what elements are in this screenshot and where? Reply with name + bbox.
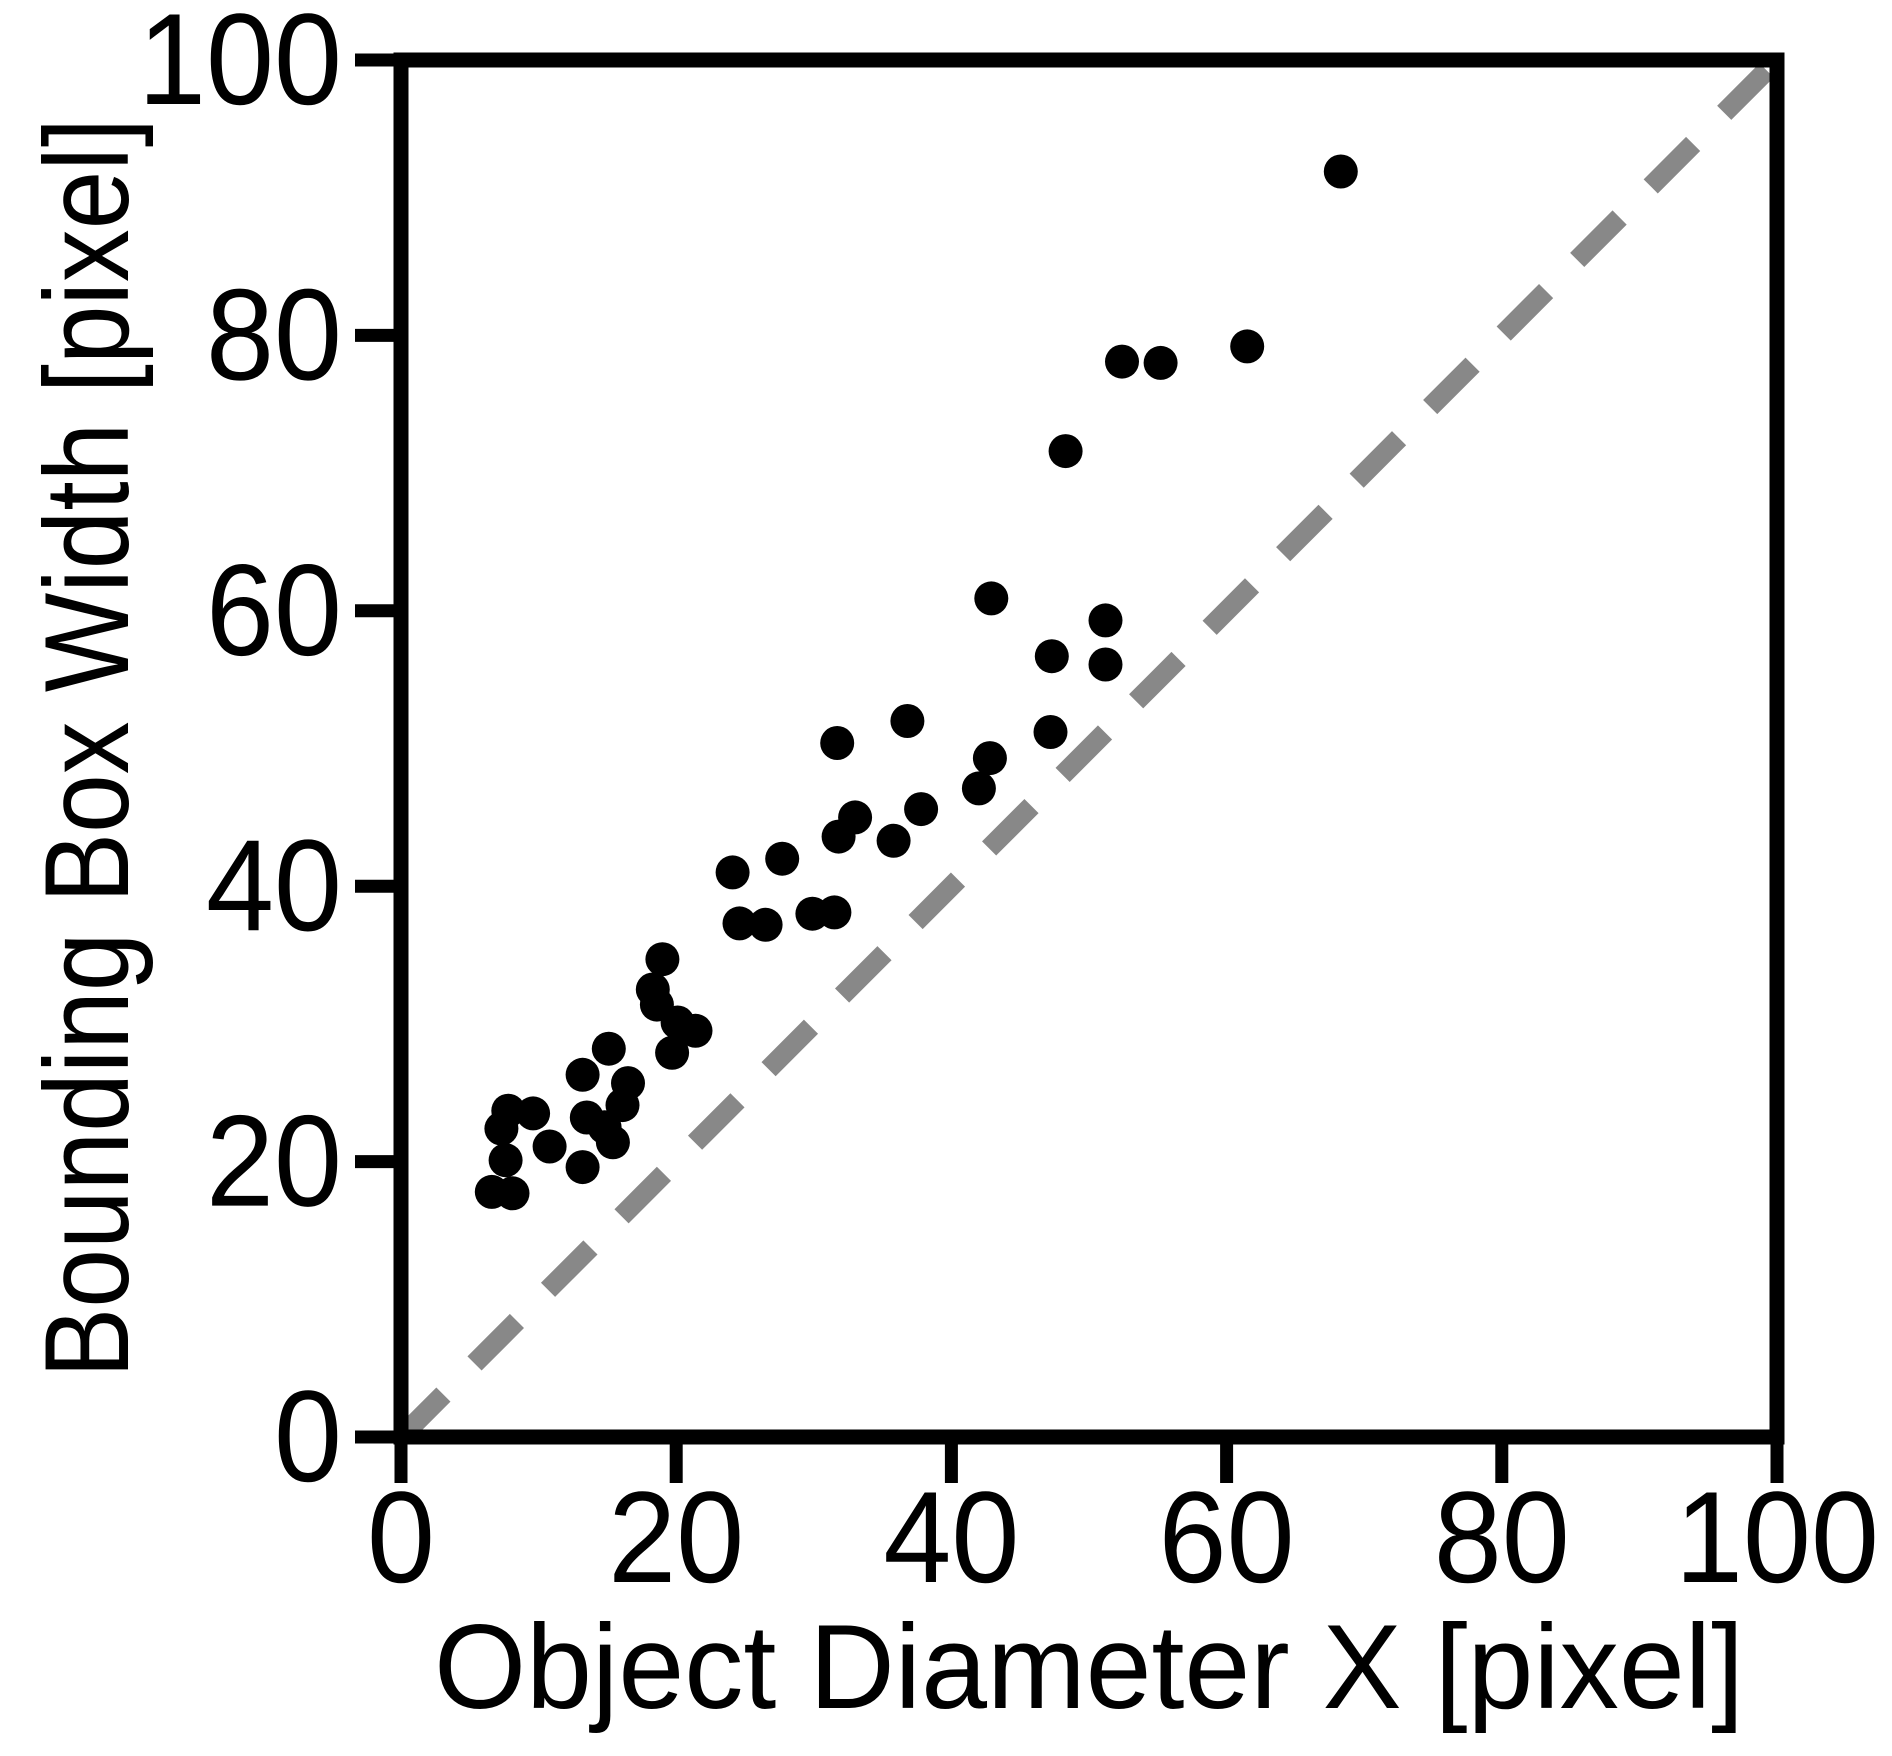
x-axis-ticks: 0 20 40 60 80 100 — [367, 1437, 1879, 1610]
y-axis-ticks: 0 20 40 60 80 100 — [138, 0, 401, 1509]
data-point — [876, 823, 911, 858]
data-point — [821, 819, 856, 854]
data-point — [1230, 329, 1265, 364]
x-tick-label: 40 — [883, 1464, 1019, 1610]
data-point — [1088, 647, 1123, 682]
data-point — [678, 1013, 713, 1048]
data-point — [890, 704, 925, 738]
data-point — [1034, 639, 1069, 674]
y-tick-label: 40 — [206, 812, 342, 958]
data-point — [645, 942, 680, 977]
y-tick-label: 100 — [138, 0, 342, 132]
data-point — [904, 792, 939, 827]
data-point — [1323, 154, 1358, 189]
data-point — [961, 771, 996, 806]
data-point — [655, 1035, 690, 1070]
data-point — [565, 1057, 600, 1092]
x-tick-label: 80 — [1434, 1464, 1570, 1610]
data-point — [715, 855, 750, 890]
y-tick-label: 0 — [274, 1363, 342, 1509]
x-tick-label: 100 — [1675, 1464, 1879, 1610]
data-point — [765, 841, 800, 876]
data-point — [972, 741, 1007, 776]
data-point — [1033, 715, 1068, 749]
identity-reference-line — [393, 52, 1785, 1445]
data-point — [532, 1129, 567, 1164]
data-point — [1105, 344, 1139, 379]
y-tick-label: 60 — [206, 537, 342, 683]
y-tick-label: 80 — [206, 261, 342, 407]
x-tick-label: 60 — [1159, 1464, 1295, 1610]
x-tick-label: 20 — [608, 1464, 744, 1610]
data-point — [1088, 603, 1123, 638]
data-point — [591, 1031, 626, 1066]
data-point — [974, 581, 1009, 616]
data-point — [820, 726, 855, 760]
x-axis-title: Object Diameter X [pixel] — [434, 1600, 1744, 1734]
data-point — [748, 907, 783, 942]
data-point — [1143, 345, 1178, 380]
data-point — [595, 1125, 630, 1160]
data-point — [1048, 434, 1083, 469]
data-point — [516, 1096, 551, 1131]
y-tick-label: 20 — [206, 1088, 342, 1234]
reference-line-layer — [393, 52, 1785, 1445]
data-point — [565, 1150, 600, 1185]
data-point — [722, 906, 757, 941]
data-point — [484, 1111, 519, 1146]
data-points-layer — [474, 154, 1358, 1211]
y-axis-title: Bounding Box Width [pixel] — [20, 118, 154, 1378]
data-point — [488, 1143, 523, 1178]
plot-frame — [393, 52, 1785, 1445]
data-point — [474, 1174, 509, 1209]
x-tick-label: 0 — [367, 1464, 435, 1610]
data-point — [795, 896, 830, 931]
